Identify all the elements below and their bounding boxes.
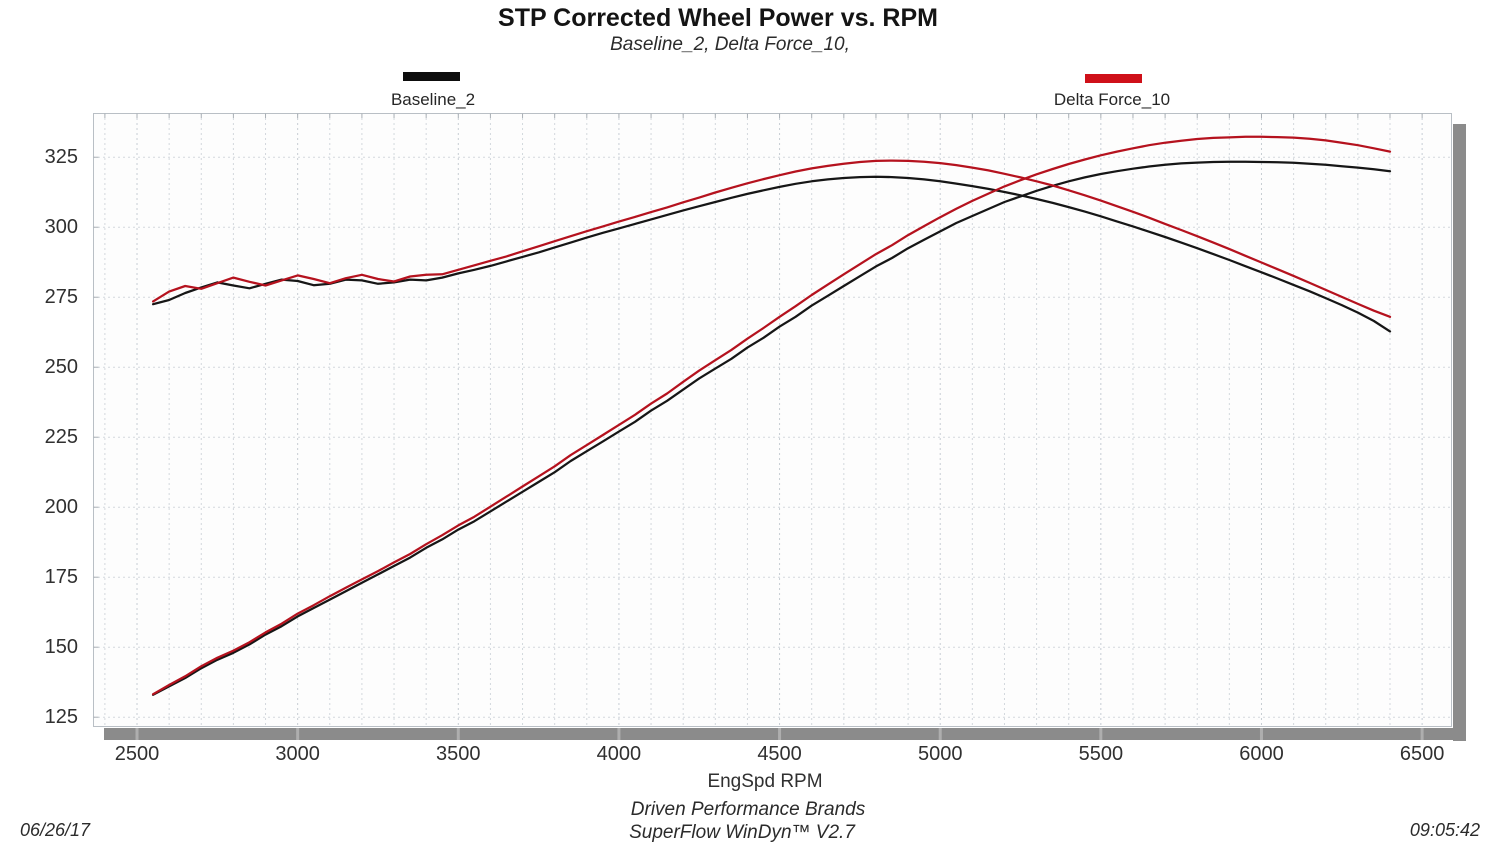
x-tick-label: 4500: [757, 743, 802, 765]
series-curve-1: [151, 160, 1392, 696]
plot-border: [93, 113, 1452, 727]
y-tick-label: 250: [44, 356, 78, 379]
x-axis-tick-notch: [296, 728, 300, 740]
legend-swatch-delta-force: [1085, 74, 1142, 83]
plot-background: [93, 113, 1452, 727]
page-title: STP Corrected Wheel Power vs. RPM: [498, 4, 938, 32]
y-tick-label: 125: [44, 706, 78, 729]
x-axis-shadow-bar: [104, 728, 1466, 740]
x-axis-tick-notch: [1259, 728, 1263, 740]
time-stamp: 09:05:42: [1409, 820, 1480, 840]
right-shadow-bar: [1453, 124, 1466, 741]
x-axis-tick-notch: [456, 728, 460, 740]
legend-label-delta-force: Delta Force_10: [1053, 90, 1171, 109]
x-tick-label: 3500: [436, 743, 481, 765]
footer-brand-line: Driven Performance Brands: [630, 799, 866, 820]
date-stamp: 06/26/17: [20, 820, 91, 840]
x-axis-tick-notch: [1099, 728, 1103, 740]
x-tick-label: 6500: [1399, 743, 1445, 765]
x-axis-tick-notch: [617, 728, 621, 740]
x-axis-tick-notch: [1420, 728, 1424, 740]
y-tick-label: 150: [44, 636, 78, 659]
x-tick-label: 5500: [1078, 743, 1124, 765]
x-axis-tick-notch: [778, 728, 782, 740]
legend-swatch-baseline: [403, 72, 460, 81]
x-tick-label: 5000: [917, 743, 963, 765]
series-curve-3: [151, 135, 1392, 696]
y-tick-label: 275: [44, 286, 78, 309]
y-tick-label: 200: [44, 496, 78, 519]
series-curve-2: [151, 159, 1392, 318]
footer-software-line: SuperFlow WinDyn™ V2.7: [629, 822, 855, 843]
page-subtitle: Baseline_2, Delta Force_10,: [610, 34, 850, 55]
x-axis-tick-notch: [135, 728, 139, 740]
y-tick-label: 325: [44, 146, 78, 169]
x-axis-title: EngSpd RPM: [707, 771, 823, 792]
y-tick-label: 175: [44, 566, 78, 589]
y-tick-label: 300: [44, 216, 78, 239]
x-tick-label: 2500: [114, 743, 160, 765]
x-axis-tick-notch: [938, 728, 942, 740]
series-curve-0: [151, 175, 1392, 333]
x-tick-label: 6000: [1239, 743, 1284, 765]
y-tick-label: 225: [44, 426, 78, 449]
legend-label-baseline: Baseline_2: [390, 90, 476, 109]
x-tick-label: 3000: [275, 743, 320, 765]
x-tick-label: 4000: [596, 743, 642, 765]
